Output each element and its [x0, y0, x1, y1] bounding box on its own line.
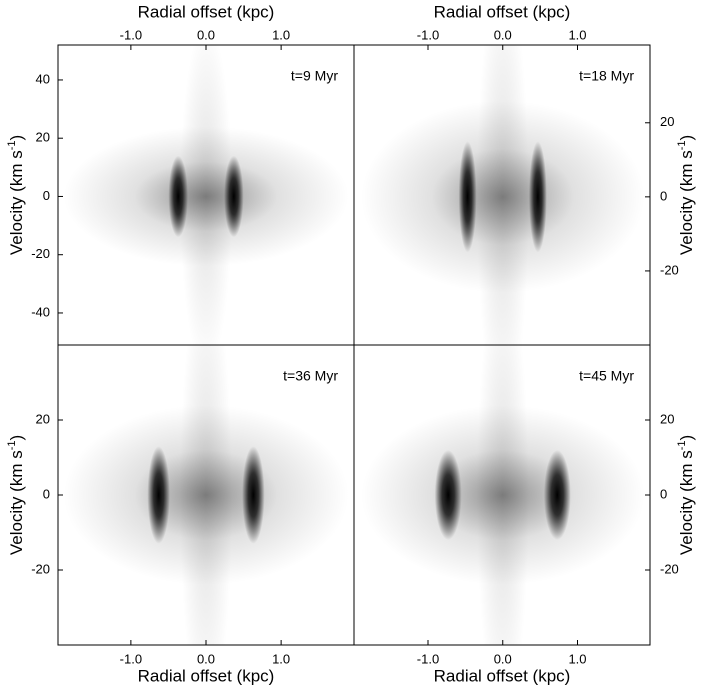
y-label-end: ) [7, 435, 26, 441]
emission-peak [168, 155, 188, 238]
heatmap [63, 45, 349, 345]
panel-label: t=36 Myr [283, 368, 338, 384]
y-axis-label: Velocity (km s-1) [676, 435, 697, 555]
y-tick-label: -20 [31, 561, 50, 576]
emission-peak [543, 450, 571, 540]
x-tick-label: 1.0 [272, 651, 290, 666]
y-label-sup: -1 [6, 141, 18, 151]
x-axis-label: Radial offset (kpc) [434, 2, 571, 21]
y-label-end: ) [7, 135, 26, 141]
y-tick-label: 20 [36, 411, 50, 426]
y-tick-label: 0 [43, 486, 50, 501]
y-axis-label: Velocity (km s-1) [676, 135, 697, 255]
heatmap [360, 345, 645, 645]
emission-peak [224, 155, 244, 238]
y-tick-label: 20 [660, 411, 674, 426]
panel-label: t=18 Myr [579, 68, 634, 84]
y-tick-label: 40 [36, 71, 50, 86]
heatmap [360, 45, 645, 345]
emission-peak [528, 141, 547, 253]
central-stripe [179, 45, 233, 345]
emission-peak [147, 446, 170, 544]
x-tick-label: 1.0 [568, 651, 586, 666]
y-tick-label: 0 [43, 188, 50, 203]
x-axis-label: Radial offset (kpc) [138, 666, 275, 685]
y-label-end: ) [677, 135, 696, 141]
emission-peak [242, 446, 265, 544]
y-label-sup: -1 [676, 141, 688, 151]
y-axis-label: Velocity (km s-1) [6, 435, 27, 555]
y-label-end: ) [677, 435, 696, 441]
y-label-sup: -1 [676, 441, 688, 451]
central-stripe [179, 345, 233, 645]
y-tick-label: 0 [660, 188, 667, 203]
x-tick-label: -1.0 [120, 651, 142, 666]
central-stripe [476, 45, 529, 345]
y-tick-label: -20 [660, 561, 679, 576]
heatmap [63, 345, 349, 645]
emission-peak [434, 450, 462, 540]
central-stripe [476, 345, 529, 645]
x-tick-label: 1.0 [272, 27, 290, 42]
y-tick-label: 20 [36, 130, 50, 145]
y-tick-label: 0 [660, 486, 667, 501]
x-tick-label: -1.0 [417, 27, 439, 42]
x-tick-label: 0.0 [494, 27, 512, 42]
x-tick-label: 0.0 [197, 651, 215, 666]
panel-label: t=45 Myr [579, 368, 634, 384]
y-tick-label: 20 [660, 114, 674, 129]
x-tick-label: 0.0 [494, 651, 512, 666]
y-tick-label: -20 [31, 246, 50, 261]
y-label-text: Velocity (km s [7, 450, 26, 555]
x-axis-label: Radial offset (kpc) [138, 2, 275, 21]
panel-label: t=9 Myr [291, 68, 338, 84]
y-label-text: Velocity (km s [677, 450, 696, 555]
y-label-text: Velocity (km s [7, 150, 26, 255]
y-axis-label: Velocity (km s-1) [6, 135, 27, 255]
x-tick-label: 1.0 [568, 27, 586, 42]
x-tick-label: 0.0 [197, 27, 215, 42]
emission-peak [458, 141, 477, 253]
y-label-sup: -1 [6, 441, 18, 451]
y-tick-label: -20 [660, 262, 679, 277]
x-tick-label: -1.0 [417, 651, 439, 666]
x-tick-label: -1.0 [120, 27, 142, 42]
y-tick-label: -40 [31, 304, 50, 319]
y-label-text: Velocity (km s [677, 150, 696, 255]
x-axis-label: Radial offset (kpc) [434, 666, 571, 685]
